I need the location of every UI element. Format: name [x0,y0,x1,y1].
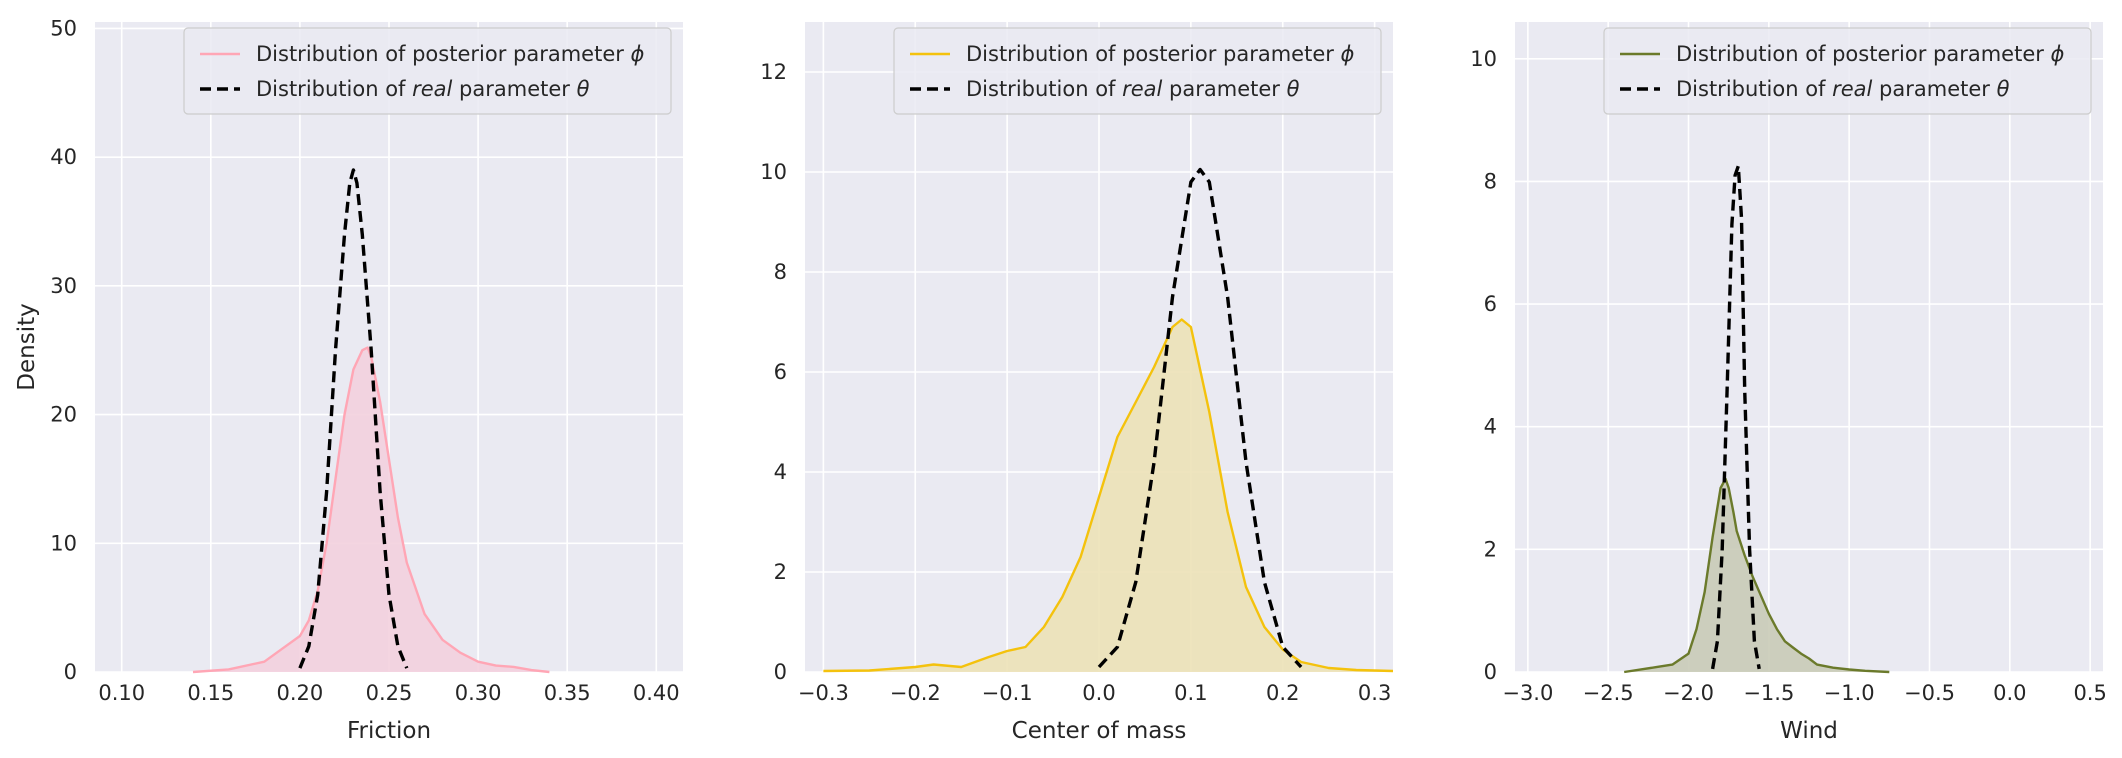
x-tick-label: 0.10 [98,681,145,705]
plot-wind: −3.0 −2.5 −2.0 −1.5 −1.0 −0.5 0.0 0.5 0 2 4 6 8 10 Win… [1470,22,2107,744]
y-tick-label: 6 [774,360,787,384]
legend-box [183,27,672,115]
real-density-dashed-line [1097,167,1303,669]
legend-text-prefix: Distribution of [256,77,412,101]
legend-text-italic: real [1122,77,1162,101]
posterior-density-fill [193,347,550,672]
y-tick-label: 30 [50,274,77,298]
x-tick-label: −2.5 [1583,681,1634,705]
x-axis-label: Center of mass [1012,718,1187,744]
legend-entry-label: Distribution of real parameter θ [1676,77,2010,101]
posterior-density-fill [823,319,1393,672]
x-tick-label: 0.20 [277,681,324,705]
y-tick-label: 4 [1484,415,1497,439]
x-tick-label: −0.5 [1904,681,1955,705]
y-tick-label: 0 [64,660,77,684]
x-tick-label: 0.40 [633,681,680,705]
legend-symbol: ϕ [631,42,645,66]
x-tick-label: −0.2 [890,681,941,705]
x-tick-label: −0.3 [798,681,849,705]
legend-text-suffix: parameter [1162,77,1286,101]
y-tick-label: 12 [760,60,787,84]
legend: Distribution of posterior parameter ϕDis… [183,27,672,115]
x-tick-label: 0.35 [544,681,591,705]
legend-text-suffix: parameter [452,77,576,101]
legend-symbol: θ [1287,77,1300,101]
posterior-density-line [192,346,550,674]
x-tick-label: −3.0 [1502,681,1553,705]
posterior-density-line [823,318,1394,673]
posterior-density-line [1624,477,1890,674]
legend: Distribution of posterior parameter ϕDis… [893,27,1382,115]
legend-text-prefix: Distribution of posterior parameter [256,42,631,66]
y-tick-label: 10 [50,531,77,555]
y-tick-label: 10 [1470,47,1497,71]
legend-symbol: ϕ [2051,42,2065,66]
x-tick-label: −1.5 [1743,681,1794,705]
y-tick-label: 10 [760,160,787,184]
legend-symbol: θ [577,77,590,101]
legend-text-prefix: Distribution of [1676,77,1832,101]
x-axis-label: Friction [347,718,431,744]
real-density-dashed-line [298,168,409,669]
real-density-dashed-line [1710,164,1761,670]
x-tick-label: −2.0 [1663,681,1714,705]
x-tick-label: 0.5 [2073,681,2106,705]
y-tick-label: 6 [1484,292,1497,316]
y-tick-label: 50 [50,16,77,40]
x-tick-label: 0.25 [366,681,413,705]
x-tick-label: 0.1 [1174,681,1207,705]
plot-center-of-mass: −0.3 −0.2 −0.1 0.0 0.1 0.2 0.3 0 2 4 6 8 10 12 Center … [760,22,1394,744]
y-tick-label: 2 [1484,537,1497,561]
legend-box [1603,27,2092,115]
x-tick-label: 0.30 [455,681,502,705]
legend-entry-label: Distribution of posterior parameter ϕ [256,42,645,66]
legend-text-italic: real [412,77,452,101]
x-tick-label: −1.0 [1824,681,1875,705]
x-axis-label: Wind [1780,718,1838,744]
legend-entry-label: Distribution of real parameter θ [966,77,1300,101]
legend-entry-label: Distribution of posterior parameter ϕ [1676,42,2065,66]
y-tick-label: 8 [1484,169,1497,193]
legend-text-italic: real [1832,77,1872,101]
y-tick-label: 4 [774,460,787,484]
legend-text-prefix: Distribution of posterior parameter [1676,42,2051,66]
legend-entry-label: Distribution of real parameter θ [256,77,590,101]
legend-text-prefix: Distribution of posterior parameter [966,42,1341,66]
legend-text-suffix: parameter [1872,77,1996,101]
x-tick-label: 0.2 [1266,681,1299,705]
x-tick-label: 0.0 [1082,681,1115,705]
x-tick-label: 0.15 [187,681,234,705]
legend-symbol: ϕ [1341,42,1355,66]
x-tick-label: 0.0 [1993,681,2026,705]
legend: Distribution of posterior parameter ϕDis… [1603,27,2092,115]
posterior-density-fill [1624,478,1890,672]
legend-entry-label: Distribution of posterior parameter ϕ [966,42,1355,66]
y-tick-label: 8 [774,260,787,284]
legend-symbol: θ [1997,77,2010,101]
y-tick-label: 40 [50,145,77,169]
x-tick-label: −0.1 [982,681,1033,705]
plot-background [1515,22,2103,672]
legend-text-prefix: Distribution of [966,77,1122,101]
y-tick-label: 2 [774,560,787,584]
y-tick-label: 0 [774,660,787,684]
x-tick-label: 0.3 [1358,681,1391,705]
plot-friction: 0.10 0.15 0.20 0.25 0.30 0.35 0.40 0 10 20 30 40 50 F… [14,16,683,744]
grid-lines [1515,22,2103,673]
y-tick-label: 20 [50,403,77,427]
y-tick-label: 0 [1484,660,1497,684]
y-axis-label: Density [14,303,40,390]
legend-box [893,27,1382,115]
